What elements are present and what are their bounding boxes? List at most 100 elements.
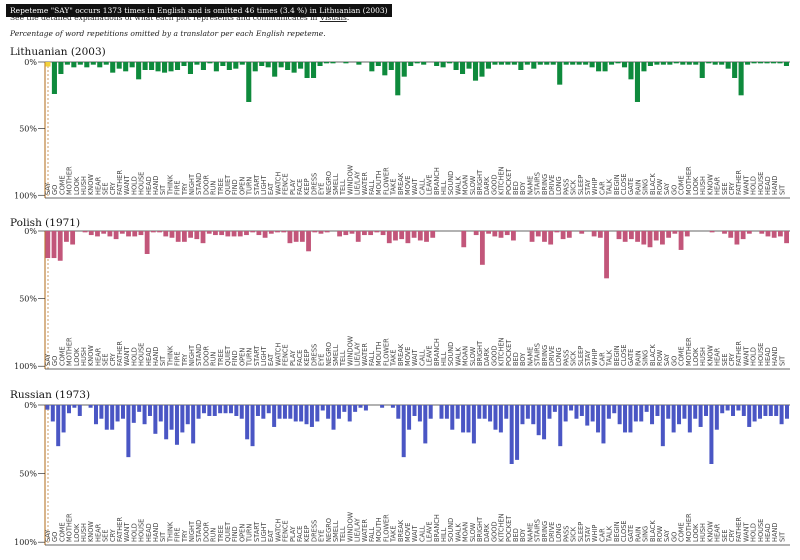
x-tick-label: TREE xyxy=(217,178,225,196)
x-tick-label: GO xyxy=(670,185,678,195)
bar-fall xyxy=(752,405,757,422)
bar-dress xyxy=(285,62,291,70)
bar-say xyxy=(45,405,50,410)
bar-sick xyxy=(518,62,524,70)
bar-negro xyxy=(298,62,304,69)
x-tick-label: MOVE xyxy=(404,176,412,195)
x-tick-label: NEGRO xyxy=(325,342,333,366)
x-tick-label: FIND xyxy=(231,526,239,542)
bar-lie/lay xyxy=(323,62,330,64)
x-tick-label: FLOWER xyxy=(382,338,390,366)
x-tick-label: GO xyxy=(51,532,59,542)
bar-flower xyxy=(763,405,768,416)
bar-turn xyxy=(660,405,665,447)
x-tick-label: WANT xyxy=(742,345,750,366)
x-tick-label: BREAK xyxy=(397,343,405,366)
x-tick-label: MOVE xyxy=(404,347,412,366)
x-tick-label: CLOSE xyxy=(620,520,628,542)
bar-father xyxy=(107,231,113,237)
x-tick-label: SAY xyxy=(44,182,52,195)
bar-hush xyxy=(634,62,640,102)
x-tick-label: CRY xyxy=(728,352,736,366)
x-tick-label: COME xyxy=(58,175,66,195)
bar-break xyxy=(349,231,355,234)
x-tick-label: KEEP xyxy=(303,525,311,542)
y-tick-label: 50% xyxy=(19,470,37,479)
x-tick-label: WHIP xyxy=(591,525,599,542)
bar-stand xyxy=(158,405,163,422)
x-tick-label: SAY xyxy=(663,353,671,366)
bar-find xyxy=(185,405,190,425)
chart-subtitle: Percentage of word repetitions omitted b… xyxy=(10,29,326,38)
bar-house xyxy=(579,405,584,416)
bar-watch xyxy=(244,231,249,236)
bar-want xyxy=(673,62,679,64)
bar-want xyxy=(647,231,653,248)
x-tick-label: FIRE xyxy=(174,181,182,196)
bar-wait xyxy=(785,405,789,419)
bar-good xyxy=(430,231,436,238)
bar-open xyxy=(655,405,660,416)
bar-stairs xyxy=(412,405,417,416)
bar-turn xyxy=(219,231,225,236)
bar-go xyxy=(51,231,57,259)
bar-hand xyxy=(672,231,678,234)
x-tick-label: HEAR xyxy=(94,176,102,195)
bar-mother xyxy=(64,231,69,242)
x-tick-label: BED xyxy=(512,352,520,366)
x-tick-label: HUSH xyxy=(699,176,707,195)
x-tick-label: FENCE xyxy=(282,520,290,542)
x-tick-label: CAR xyxy=(598,352,606,366)
bar-sound xyxy=(393,231,398,241)
x-tick-label: HEAR xyxy=(714,347,722,366)
bar-sing xyxy=(493,405,498,430)
x-tick-label: RAIN xyxy=(634,350,642,366)
bar-light xyxy=(231,231,237,237)
x-tick-label: FENCE xyxy=(282,173,290,195)
x-tick-label: HILL xyxy=(440,527,448,542)
bar-hear xyxy=(90,62,96,65)
x-tick-label: DARK xyxy=(483,523,491,542)
bar-hush xyxy=(536,405,541,436)
word-tooltip: Repeteme "SAY" occurs 1373 times in Engl… xyxy=(6,4,392,17)
chart-panel-0: Lithuanian (2003)0%50%100%SAY GO COME MOTHE… xyxy=(10,46,790,200)
x-tick-label: HAND xyxy=(152,523,160,542)
bar-call xyxy=(326,405,331,419)
x-tick-label: BREAK xyxy=(397,172,405,195)
bar-long xyxy=(486,231,491,234)
bar-slow xyxy=(363,405,368,411)
bar-hand xyxy=(138,231,144,236)
bar-see xyxy=(97,62,103,68)
bar-dark xyxy=(440,62,446,68)
x-tick-label: TELL xyxy=(339,179,347,196)
x-tick-label: SEE xyxy=(721,529,729,542)
bar-hold xyxy=(110,405,115,430)
visuals-link[interactable]: Visuals xyxy=(319,13,347,22)
bar-know xyxy=(641,62,647,72)
bar-door xyxy=(187,62,193,74)
bar-come xyxy=(56,405,61,447)
x-tick-label: HUSH xyxy=(80,523,88,542)
bar-fall xyxy=(288,405,293,419)
x-tick-label: SIT xyxy=(159,184,167,195)
x-tick-label: CRY xyxy=(728,181,736,195)
bar-run xyxy=(194,62,200,65)
bar-take xyxy=(343,231,349,236)
x-tick-label: BOY xyxy=(519,352,527,366)
bar-pass xyxy=(492,231,498,237)
x-tick-label: WALK xyxy=(454,176,462,195)
bar-fire xyxy=(157,231,162,233)
x-tick-label: SOUND xyxy=(447,171,455,195)
bar-watch xyxy=(218,405,223,414)
bar-turn xyxy=(783,62,789,66)
x-tick-label: COME xyxy=(58,346,66,366)
x-tick-label: SOUND xyxy=(447,342,455,366)
bar-negro xyxy=(720,405,725,414)
y-tick-label: 0% xyxy=(24,58,37,67)
x-tick-label: FATHER xyxy=(116,517,124,542)
x-tick-label: SOUND xyxy=(447,518,455,542)
x-tick-label: FATHER xyxy=(735,170,743,195)
bar-run xyxy=(751,62,757,64)
x-tick-label: HAND xyxy=(152,347,160,366)
bar-begin xyxy=(535,231,541,237)
